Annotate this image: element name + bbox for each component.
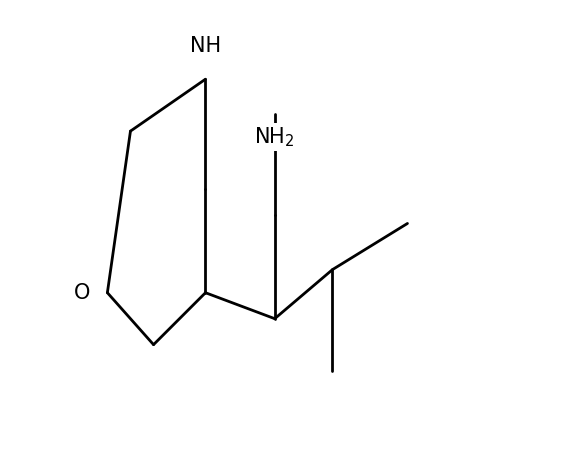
Text: NH: NH xyxy=(190,36,221,56)
Text: O: O xyxy=(73,283,90,303)
Text: NH$_2$: NH$_2$ xyxy=(254,125,295,149)
